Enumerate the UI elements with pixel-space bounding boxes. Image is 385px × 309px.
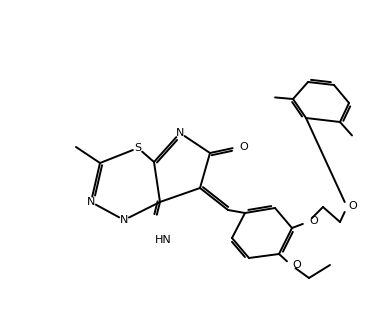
Text: O: O <box>292 260 301 270</box>
Text: N: N <box>120 215 128 225</box>
Text: O: O <box>309 216 318 226</box>
Text: HN: HN <box>155 235 171 245</box>
Text: N: N <box>176 128 184 138</box>
Text: O: O <box>239 142 248 152</box>
Text: S: S <box>134 143 142 153</box>
Text: N: N <box>87 197 95 207</box>
Text: O: O <box>348 201 357 211</box>
